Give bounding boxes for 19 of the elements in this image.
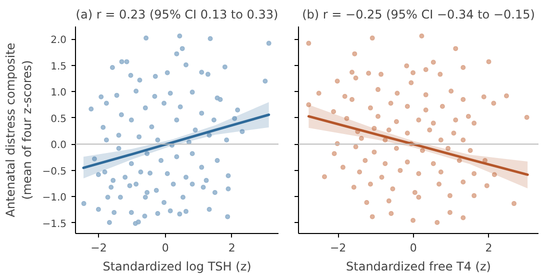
y-tick-label: 0.0	[50, 140, 67, 152]
x-tick-label: 2	[485, 242, 492, 254]
x-axis-title: Standardized log TSH (z)	[102, 260, 252, 274]
y-tick-label: 1.0	[50, 88, 67, 99]
y-tick-label: 1.5	[50, 61, 67, 72]
y-tick-label: −1.5	[42, 218, 67, 230]
x-tick-label: −2	[90, 242, 107, 254]
x-tick-label: −2	[330, 242, 346, 254]
y-tick-label: 2.0	[50, 35, 67, 46]
y-tick-label: −0.5	[42, 166, 67, 178]
x-tick-label: 0	[410, 242, 417, 254]
x-tick-label: 0	[162, 242, 169, 254]
x-axis-title: Standardized free T4 (z)	[346, 260, 491, 274]
chart-title: (a) r = 0.23 (95% CI 0.13 to 0.33)	[76, 8, 278, 22]
chart-title: (b) r = −0.25 (95% CI −0.34 to −0.15)	[302, 8, 535, 22]
x-tick-label: 2	[228, 242, 236, 254]
y-tick-label: 0.5	[50, 114, 67, 125]
y-axis-title: Antenatal distress composite (mean of four z-scores)	[3, 42, 34, 218]
y-tick-label: −1.0	[42, 192, 67, 204]
